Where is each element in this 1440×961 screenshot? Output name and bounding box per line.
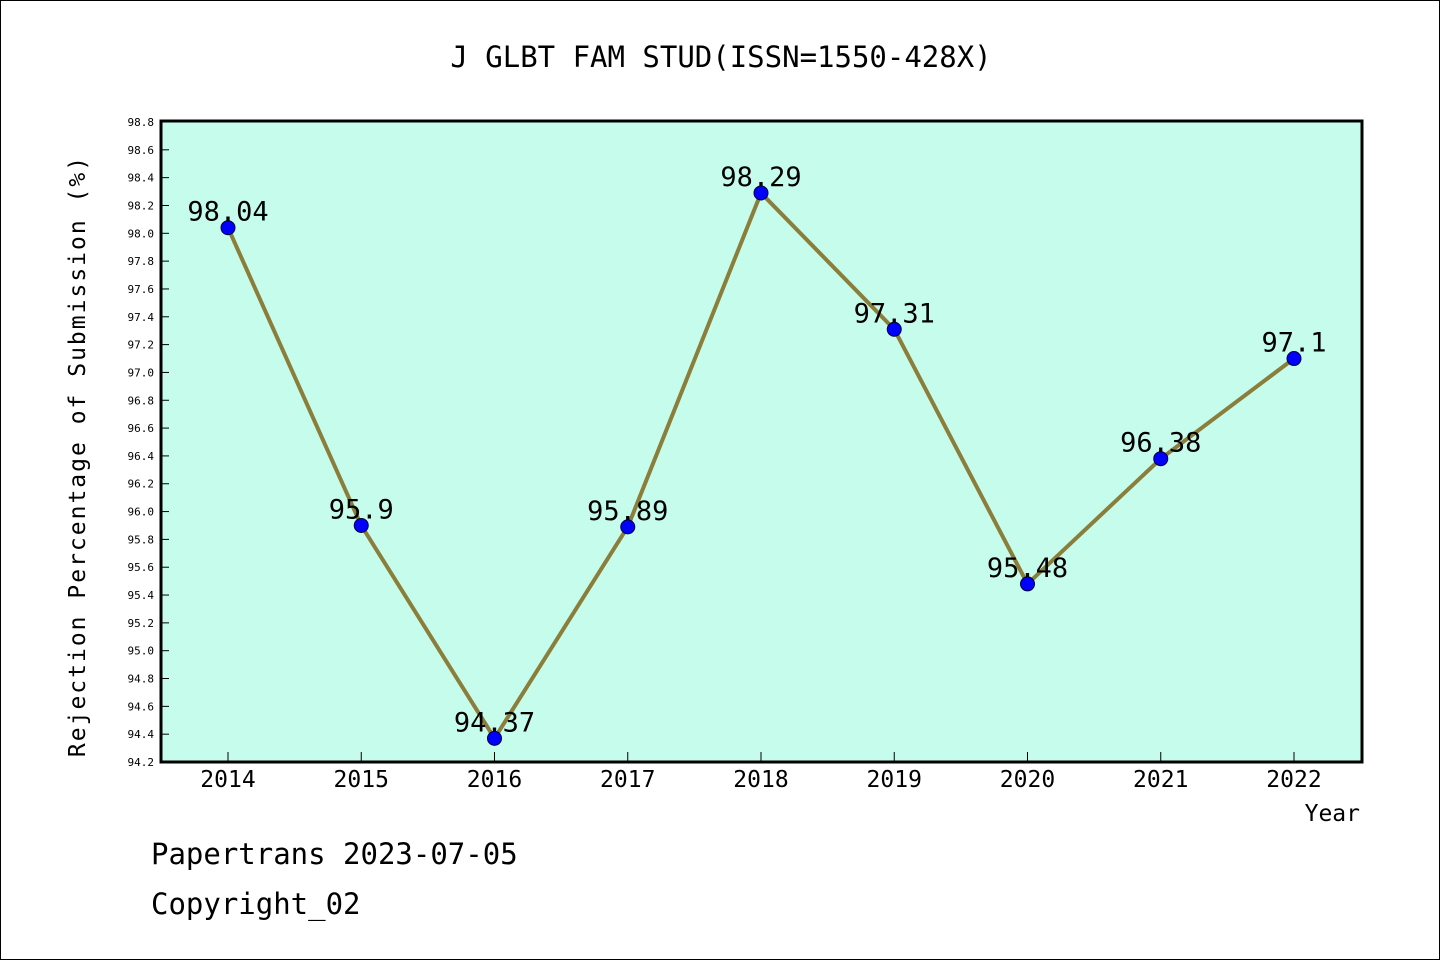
y-tick-label: 98.4: [128, 172, 155, 185]
y-tick-label: 95.8: [128, 533, 155, 546]
data-point: [353, 517, 369, 533]
y-tick-label: 97.8: [128, 255, 155, 268]
y-tick-label: 96.8: [128, 394, 155, 407]
data-point: [886, 321, 902, 337]
y-axis: 94.2 94.4 94.6 94.8 95.0 95.2 95.4 95.6 95.8 96.0…: [128, 116, 169, 769]
data-point: [753, 185, 769, 201]
y-tick-label: 95.4: [128, 589, 155, 602]
data-label: 94.37: [454, 707, 535, 738]
y-tick-label: 94.2: [128, 756, 155, 769]
data-label: 95.9: [329, 494, 394, 525]
y-tick-label: 97.4: [128, 311, 155, 324]
data-label: 98.29: [720, 162, 801, 193]
data-label: 97.31: [854, 298, 935, 329]
y-tick-label: 96.4: [128, 450, 155, 463]
y-tick-label: 95.2: [128, 617, 155, 630]
y-tick-label: 96.0: [128, 506, 155, 519]
data-point: [487, 730, 502, 746]
y-tick-label: 98.0: [128, 227, 155, 240]
footer-copyright: Copyright_02: [151, 887, 361, 922]
series-markers: [220, 185, 1302, 746]
y-tick-label: 98.2: [128, 199, 155, 212]
x-tick-label: 2021: [1133, 767, 1188, 793]
x-tick-label: 2016: [467, 767, 522, 793]
plot-frame: [159, 119, 1364, 764]
x-tick-label: 2019: [867, 767, 922, 793]
y-tick-label: 94.4: [128, 728, 155, 741]
y-tick-label: 94.6: [128, 700, 155, 713]
y-tick-label: 97.2: [128, 339, 155, 352]
data-point: [220, 220, 236, 236]
data-point: [1153, 451, 1169, 467]
data-label: 95.89: [587, 496, 668, 527]
footer-date: Papertrans 2023-07-05: [151, 837, 518, 871]
y-tick-label: 97.6: [128, 283, 155, 296]
y-tick-label: 96.2: [128, 478, 155, 491]
data-label: 98.04: [187, 197, 268, 228]
x-tick-label: 2015: [334, 767, 389, 793]
y-tick-label: 98.8: [128, 116, 155, 129]
x-axis-label: Year: [1305, 801, 1360, 827]
plot-area: [161, 121, 1362, 762]
data-label: 97.1: [1261, 328, 1326, 359]
chart-title: J GLBT FAM STUD(ISSN=1550-428X): [450, 40, 991, 74]
data-point: [1020, 576, 1035, 592]
y-tick-label: 97.0: [128, 366, 155, 379]
y-axis-label: Rejection Percentage of Submission (%): [65, 155, 91, 757]
data-label: 96.38: [1120, 428, 1201, 459]
data-label: 95.48: [987, 553, 1068, 584]
x-tick-label: 2020: [1000, 767, 1055, 793]
y-tick-label: 95.6: [128, 561, 155, 574]
data-point: [620, 519, 636, 535]
x-tick-label: 2018: [733, 767, 788, 793]
x-tick-label: 2022: [1266, 767, 1321, 793]
y-tick-label: 95.0: [128, 645, 155, 658]
data-point: [1286, 351, 1302, 367]
y-tick-label: 94.8: [128, 673, 155, 686]
x-tick-label: 2014: [200, 767, 255, 793]
y-tick-label: 98.6: [128, 144, 155, 157]
y-tick-label: 96.6: [128, 422, 155, 435]
x-tick-label: 2017: [600, 767, 655, 793]
data-labels: 98.04 95.9 94.37 95.89 98.29 97.31 95.48 96.38 9…: [187, 162, 1326, 738]
x-axis: 2014 2015 2016 2017 2018 2019 2020 2021 2022: [200, 752, 1322, 793]
